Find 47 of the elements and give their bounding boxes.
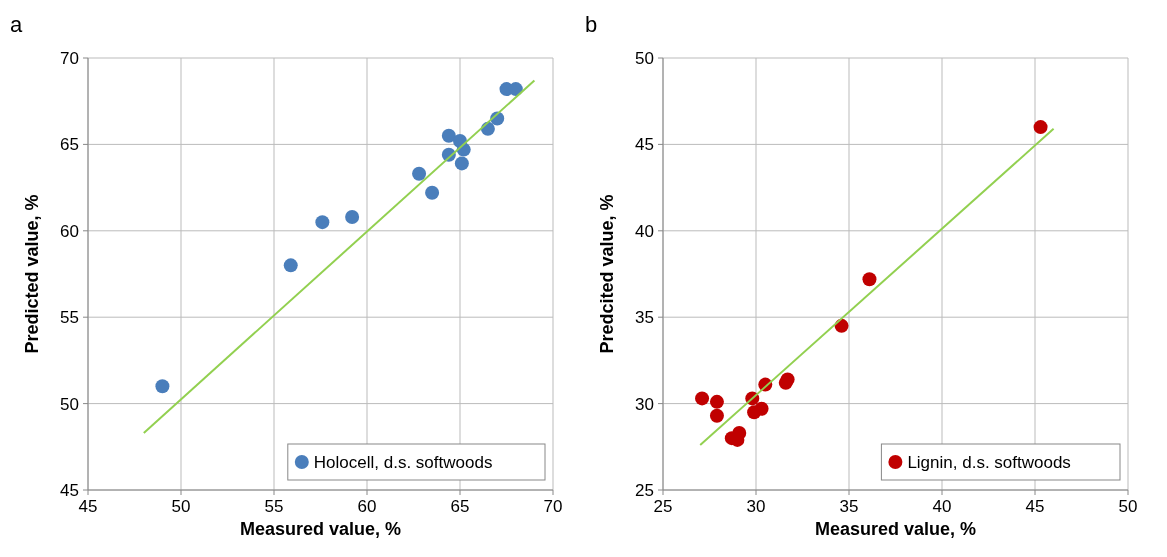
x-tick-label: 65 bbox=[450, 497, 470, 516]
x-axis-title: Measured value, % bbox=[239, 519, 402, 539]
point bbox=[283, 258, 298, 273]
y-tick-label: 40 bbox=[635, 221, 654, 241]
point bbox=[345, 209, 360, 224]
x-tick-label: 40 bbox=[932, 497, 952, 516]
point bbox=[315, 215, 330, 230]
y-axis-title: Predicted value, % bbox=[22, 194, 42, 354]
legend-label: Holocell, d.s. softwoods bbox=[313, 452, 493, 472]
x-tick-label: 45 bbox=[1025, 497, 1045, 516]
point bbox=[862, 272, 877, 287]
x-tick-label: 70 bbox=[543, 497, 563, 516]
point bbox=[425, 185, 440, 200]
x-tick-label: 55 bbox=[264, 497, 284, 516]
chart-title: a bbox=[10, 12, 23, 37]
x-tick-label: 30 bbox=[746, 497, 766, 516]
y-tick-label: 25 bbox=[635, 480, 654, 500]
point bbox=[412, 166, 427, 181]
y-tick-label: 50 bbox=[60, 394, 79, 414]
point bbox=[732, 425, 747, 440]
y-tick-label: 60 bbox=[60, 221, 79, 241]
chart-title: b bbox=[585, 12, 598, 37]
point bbox=[709, 408, 724, 423]
point bbox=[454, 156, 469, 171]
y-tick-label: 35 bbox=[635, 308, 654, 328]
y-axis-title: Predcited value, % bbox=[597, 194, 617, 354]
y-tick-label: 45 bbox=[60, 480, 79, 500]
x-tick-label: 25 bbox=[653, 497, 673, 516]
y-tick-label: 65 bbox=[60, 135, 79, 155]
point bbox=[155, 379, 170, 394]
x-tick-label: 50 bbox=[1118, 497, 1138, 516]
x-tick-label: 35 bbox=[839, 497, 859, 516]
x-tick-label: 45 bbox=[78, 497, 98, 516]
x-axis-title: Measured value, % bbox=[814, 519, 977, 539]
y-tick-label: 45 bbox=[635, 135, 654, 155]
y-tick-label: 70 bbox=[60, 48, 79, 68]
y-tick-label: 55 bbox=[60, 308, 79, 328]
point bbox=[441, 128, 456, 143]
y-tick-label: 50 bbox=[635, 48, 654, 68]
x-tick-label: 60 bbox=[357, 497, 377, 516]
y-tick-label: 30 bbox=[635, 394, 654, 414]
point bbox=[695, 391, 710, 406]
point bbox=[1033, 120, 1048, 135]
x-tick-label: 50 bbox=[171, 497, 191, 516]
legend-label: Lignin, d.s. softwoods bbox=[907, 452, 1071, 472]
point bbox=[754, 401, 769, 416]
point bbox=[709, 394, 724, 409]
